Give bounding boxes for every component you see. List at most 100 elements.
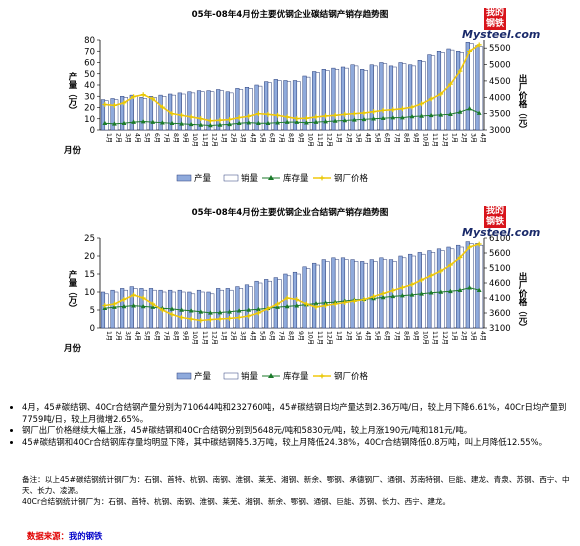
- bar-production: [129, 94, 134, 131]
- point-price: [121, 297, 127, 302]
- point-stock: [150, 304, 156, 309]
- bar-sales: [142, 289, 148, 329]
- data-source: 数据来源：我的钢铁: [27, 530, 102, 542]
- point-stock: [169, 306, 175, 311]
- point-price: [438, 268, 444, 274]
- bar-sales: [344, 259, 349, 329]
- point-stock: [400, 293, 405, 298]
- y-tick-label-left: 10: [84, 115, 95, 125]
- y-tick-label-right: 4600: [489, 279, 511, 289]
- x-tick-label: 12月: [441, 331, 448, 345]
- point-price: [400, 285, 405, 290]
- x-tick-label: 11月: [431, 331, 438, 345]
- point-price: [275, 301, 280, 307]
- bar-production: [235, 286, 240, 329]
- point-stock: [275, 304, 280, 309]
- point-price: [448, 81, 453, 87]
- point-price: [342, 300, 348, 305]
- y-tick-label-right: 3100: [489, 324, 511, 334]
- bar-sales: [296, 81, 301, 131]
- point-stock: [428, 290, 434, 295]
- x-tick-label: 8月: [402, 133, 409, 143]
- point-stock: [275, 120, 280, 125]
- point-price: [380, 107, 386, 113]
- point-stock: [208, 122, 213, 128]
- bar-sales: [325, 261, 330, 329]
- logo-site-text-2: Mysteel.com: [462, 226, 541, 239]
- point-stock: [448, 111, 453, 117]
- source-link[interactable]: 我的钢铁: [68, 531, 103, 541]
- bar-sales: [286, 275, 292, 329]
- x-tick-label: 1月: [220, 331, 227, 341]
- y-tick-label-left: 60: [84, 59, 95, 69]
- bar-sales: [142, 98, 148, 131]
- bar-production: [446, 246, 451, 329]
- point-price: [227, 316, 232, 321]
- legend-label-stock: 库存量: [283, 371, 309, 382]
- point-stock: [179, 121, 184, 126]
- point-price: [352, 298, 357, 304]
- x-tick-label: 2月: [460, 133, 467, 143]
- bar-production: [398, 255, 403, 329]
- y-tick-label-left: 0: [90, 324, 95, 334]
- bar-production: [225, 288, 230, 329]
- point-stock: [121, 120, 127, 126]
- x-tick-label: 7月: [162, 133, 169, 143]
- point-price: [131, 94, 136, 100]
- point-stock: [457, 287, 463, 292]
- x-tick-label: 9月: [412, 133, 419, 143]
- bar-sales: [306, 268, 311, 329]
- point-price: [438, 91, 444, 97]
- bar-production: [446, 48, 451, 131]
- point-price: [256, 310, 261, 316]
- point-stock: [323, 300, 328, 305]
- point-stock: [112, 304, 117, 309]
- point-price: [409, 104, 415, 110]
- bar-sales: [181, 93, 186, 131]
- bar-production: [350, 259, 355, 329]
- point-price: [428, 96, 434, 102]
- bar-production: [417, 252, 422, 329]
- y-tick-label-right: 5100: [489, 264, 511, 274]
- logo-badge-2: 我的 钢铁: [484, 206, 506, 228]
- point-price: [313, 114, 319, 120]
- x-tick-label: 3月: [470, 133, 477, 143]
- point-stock: [467, 285, 472, 290]
- x-tick-label: 7月: [278, 331, 285, 341]
- bar-production: [388, 259, 394, 329]
- bar-production: [398, 62, 403, 131]
- x-tick-label: 6月: [268, 133, 275, 143]
- point-price: [323, 113, 328, 119]
- x-tick-label: 8月: [287, 133, 294, 143]
- x-tick-label: 12月: [326, 331, 333, 345]
- legend-swatch-production: [176, 174, 192, 182]
- x-tick-label: 4月: [249, 331, 256, 341]
- x-tick-label: 2月: [230, 331, 237, 341]
- x-tick-label: 7月: [393, 133, 400, 143]
- carbon-steel-chart: 05年-08年4月份主要优钢企业碳结钢产销存趋势图 0 10 20 30 40 50 60 70…: [0, 0, 580, 196]
- point-price: [284, 295, 290, 301]
- point-price: [256, 111, 261, 117]
- bar-production: [408, 253, 413, 329]
- point-stock: [332, 118, 338, 123]
- point-stock: [448, 288, 453, 294]
- point-stock: [438, 112, 444, 117]
- bar-sales: [373, 65, 378, 131]
- bar-sales: [277, 80, 282, 131]
- legend-label-stock: 库存量: [283, 173, 309, 184]
- bar-sales: [162, 96, 167, 131]
- bar-sales: [238, 89, 244, 131]
- point-price: [409, 282, 415, 287]
- point-price: [371, 294, 376, 299]
- point-stock: [140, 303, 146, 309]
- y-tick-label-left: 0: [90, 126, 95, 136]
- point-stock: [323, 118, 328, 124]
- legend-marker-price: [319, 175, 325, 181]
- y-tick-label-left: 5: [90, 306, 95, 316]
- point-stock: [227, 121, 232, 127]
- point-price: [275, 112, 280, 118]
- line-stock: [104, 287, 480, 314]
- x-tick-label: 5月: [143, 331, 150, 341]
- point-stock: [169, 120, 175, 126]
- bar-production: [264, 279, 269, 329]
